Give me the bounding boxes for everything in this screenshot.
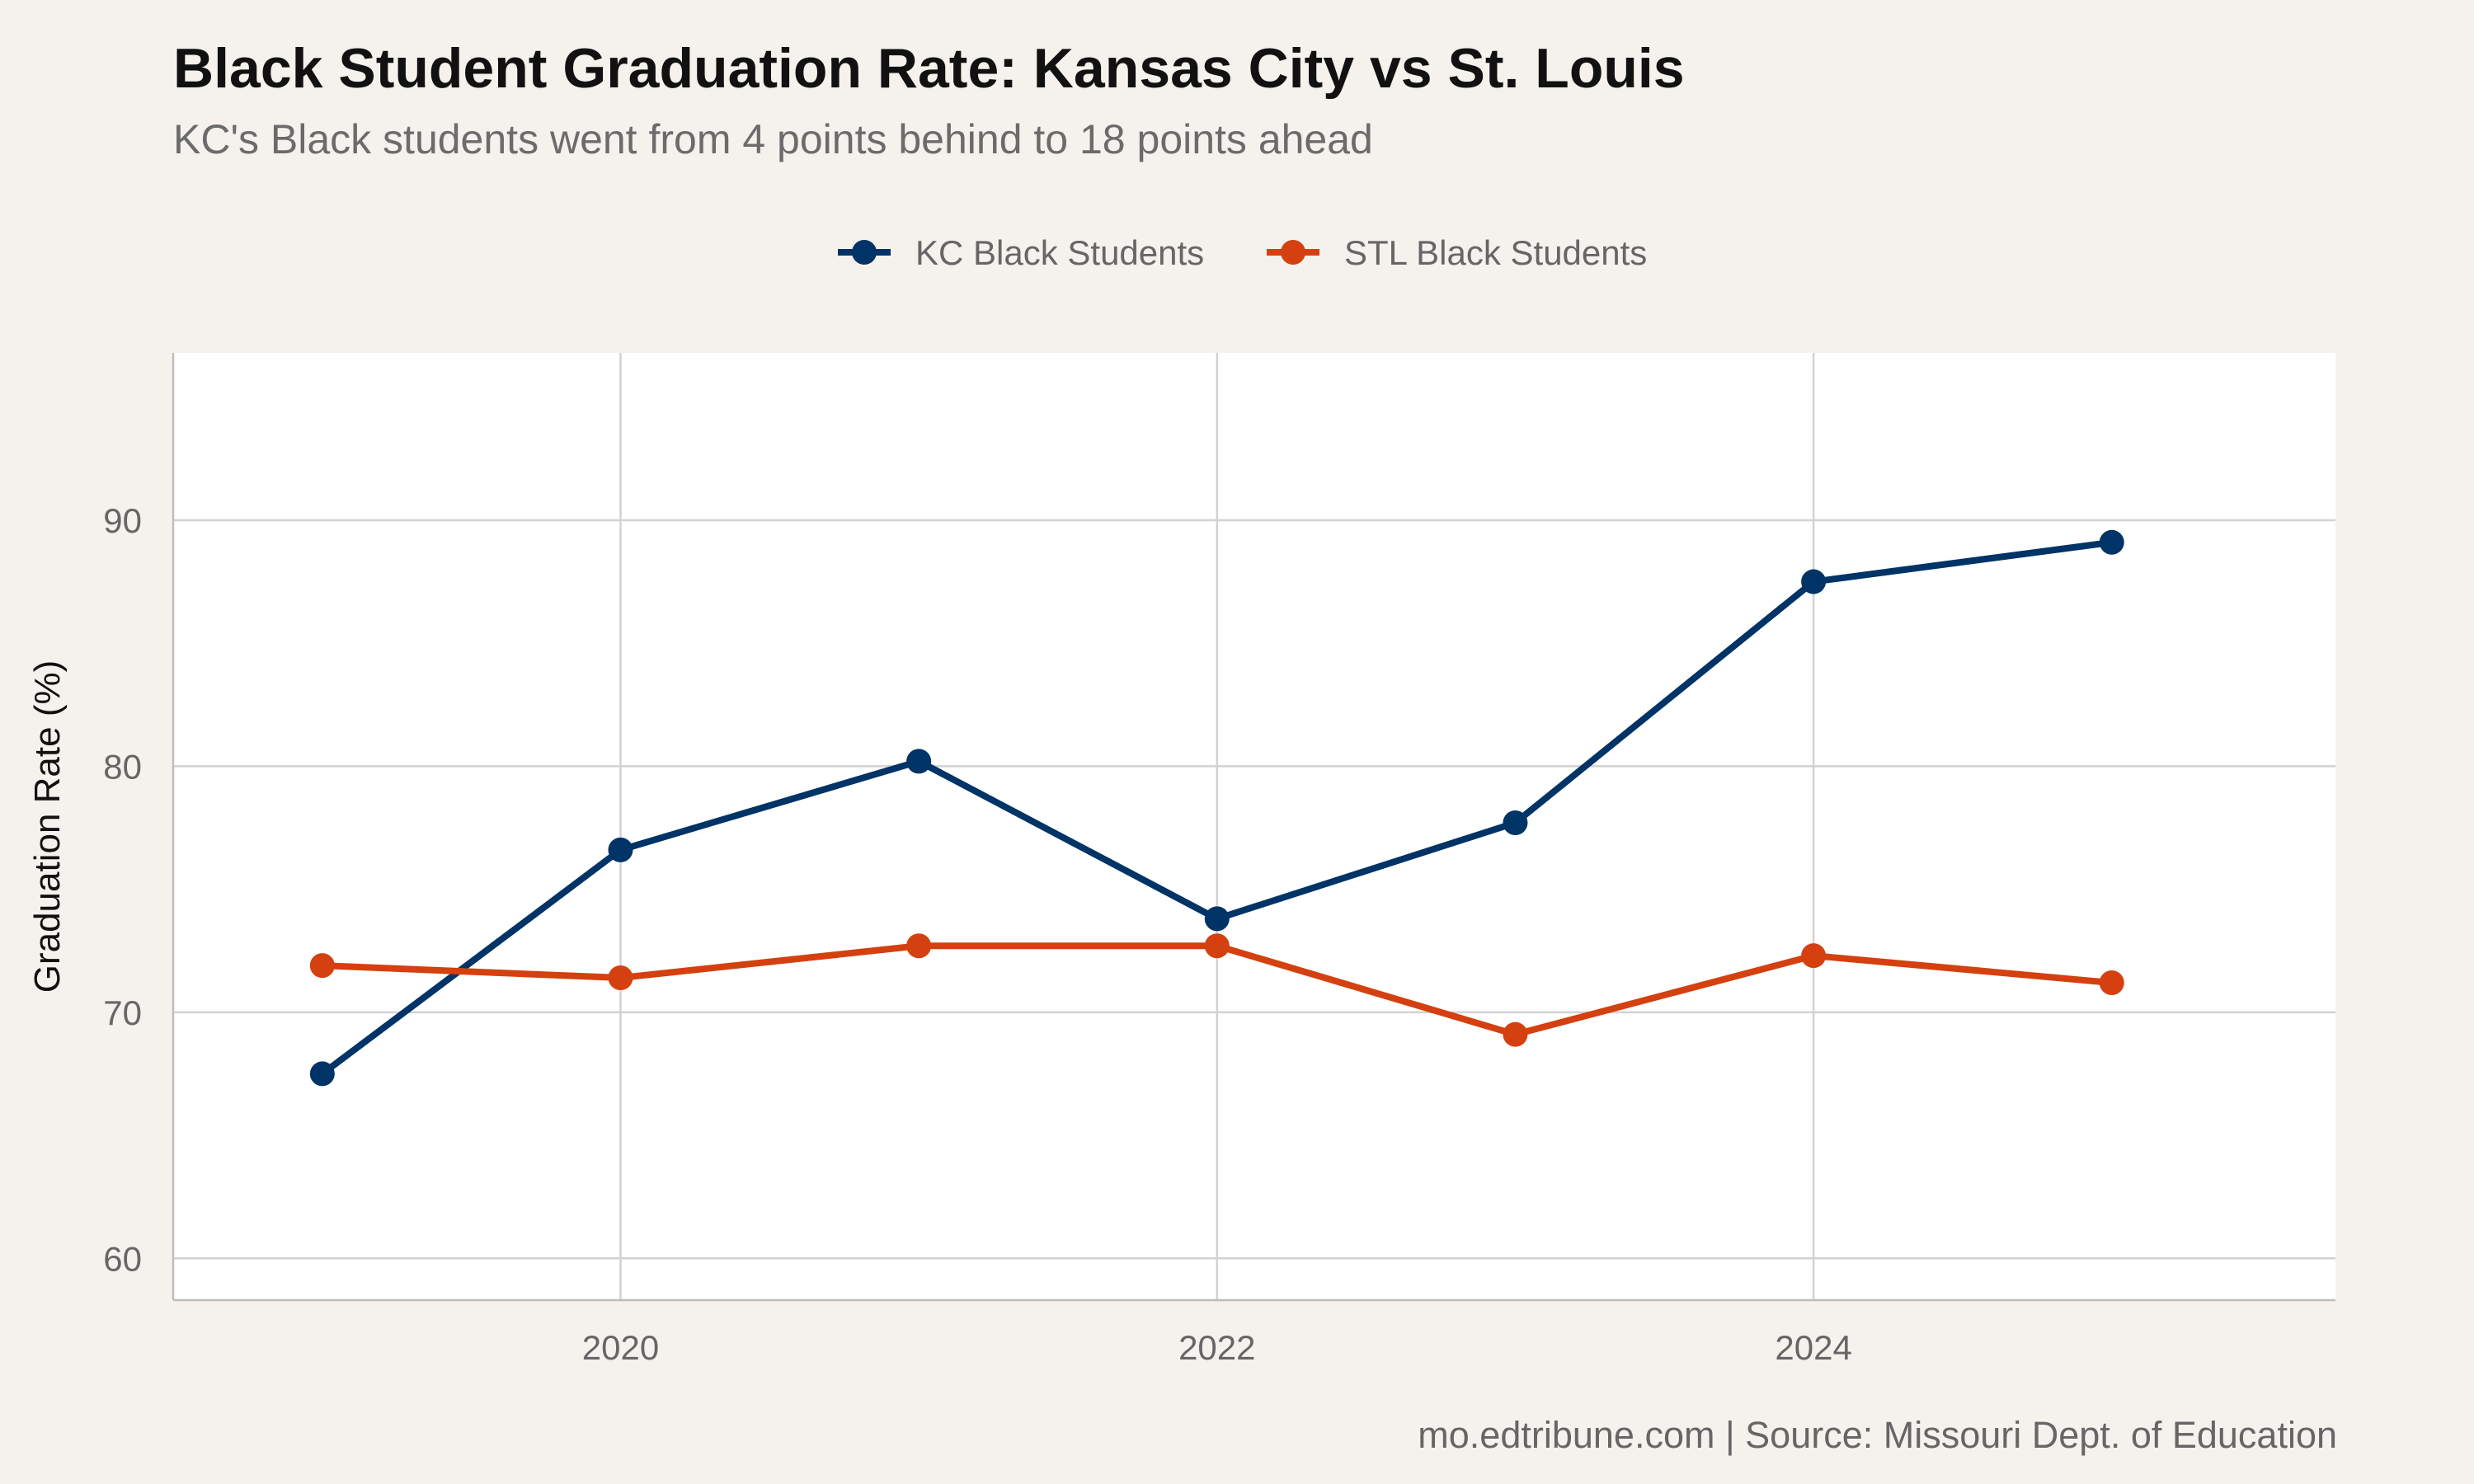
legend-item: KC Black Students <box>838 233 1204 272</box>
data-point <box>2099 970 2124 996</box>
data-point <box>2099 529 2124 555</box>
series-kc <box>309 529 2124 1087</box>
y-tick-label: 80 <box>103 747 142 786</box>
legend-label: KC Black Students <box>915 233 1204 272</box>
y-tick-label: 60 <box>103 1239 142 1278</box>
data-point <box>1801 943 1827 969</box>
data-point <box>1503 1021 1528 1047</box>
chart-title: Black Student Graduation Rate: Kansas Ci… <box>173 37 1685 100</box>
data-point <box>906 933 932 959</box>
legend-label: STL Black Students <box>1344 233 1647 272</box>
data-point <box>1801 569 1827 594</box>
gridlines <box>173 353 2335 1300</box>
plot-area <box>173 353 2335 1300</box>
legend-swatch-dot <box>1281 240 1305 265</box>
legend: KC Black Students STL Black Students <box>838 233 1647 272</box>
series-stl <box>309 933 2124 1047</box>
x-tick-label: 2022 <box>1178 1328 1255 1367</box>
x-tick-label: 2020 <box>582 1328 659 1367</box>
data-point <box>906 749 932 774</box>
chart-caption: mo.edtribune.com | Source: Missouri Dept… <box>1418 1414 2337 1456</box>
data-point <box>309 1061 335 1087</box>
legend-swatch-dot <box>852 240 877 265</box>
axes: 60 70 80 90 2020 2022 2024 <box>103 353 2335 1367</box>
data-point <box>1204 906 1230 932</box>
legend-item: STL Black Students <box>1267 233 1647 272</box>
series-layer <box>309 529 2124 1087</box>
data-point <box>1503 810 1528 836</box>
x-tick-label: 2024 <box>1775 1328 1851 1367</box>
data-point <box>1204 933 1230 959</box>
y-tick-label: 70 <box>103 993 142 1032</box>
y-tick-label: 90 <box>103 501 142 540</box>
data-point <box>608 837 633 862</box>
data-point <box>608 965 633 991</box>
chart-subtitle: KC's Black students went from 4 points b… <box>173 116 1373 162</box>
y-axis-title: Graduation Rate (%) <box>27 660 68 993</box>
data-point <box>309 953 335 979</box>
